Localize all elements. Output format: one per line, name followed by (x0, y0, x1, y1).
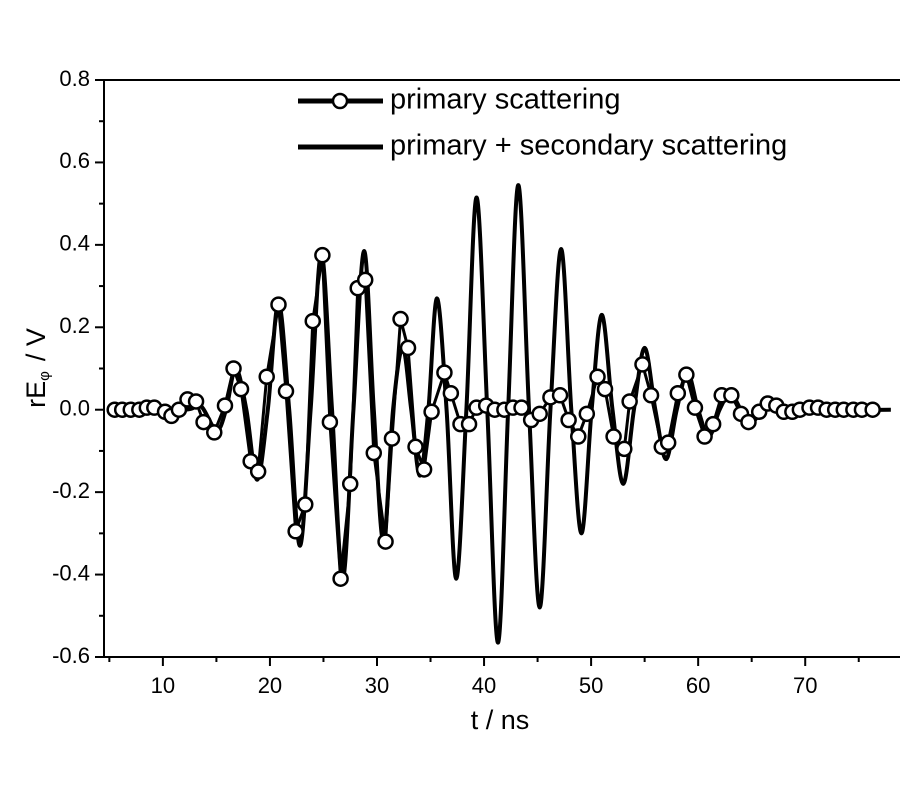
data-point (392, 310, 409, 328)
data-point (407, 438, 424, 456)
plot-area (106, 183, 891, 645)
legend-label: primary scattering (390, 84, 620, 116)
x-tick-label: 30 (365, 673, 389, 698)
y-tick-label: 0.2 (59, 313, 90, 338)
data-point (686, 399, 704, 416)
data-point (399, 339, 417, 357)
data-point (659, 434, 677, 451)
data-point (232, 380, 250, 398)
y-tick-label: 0.8 (59, 66, 90, 91)
data-point (377, 533, 394, 550)
x-tick-label: 10 (151, 673, 175, 698)
y-tick-label: 0.4 (59, 231, 90, 256)
data-point (304, 312, 322, 330)
data-point (206, 424, 223, 441)
data-point (740, 413, 757, 431)
data-point (321, 413, 339, 431)
data-point (621, 393, 638, 410)
x-tick-label: 40 (472, 673, 496, 698)
data-point (551, 387, 569, 404)
data-point (258, 368, 275, 385)
data-point (634, 356, 651, 373)
data-point (187, 393, 205, 410)
x-tick-label: 20 (258, 673, 282, 698)
data-point (560, 411, 577, 429)
data-point (616, 440, 633, 458)
data-point (297, 496, 314, 513)
data-point (383, 430, 401, 447)
data-point (249, 463, 267, 480)
legend-label: primary + secondary scattering (390, 130, 787, 162)
data-point (696, 428, 713, 445)
data-point (314, 246, 331, 264)
y-tick-label: -0.6 (52, 643, 90, 668)
y-tick-label: -0.2 (52, 478, 90, 503)
x-tick-label: 60 (686, 673, 710, 698)
y-tick-label: -0.4 (52, 560, 90, 585)
data-point (423, 403, 440, 421)
data-point (332, 570, 349, 587)
data-point (596, 380, 614, 398)
y-label-main: rE (21, 381, 51, 408)
y-label-sub: φ (36, 371, 53, 381)
x-axis-label: t / ns (471, 705, 530, 735)
data-point (225, 360, 242, 377)
data-point (513, 399, 530, 416)
data-point (589, 368, 606, 385)
data-point (704, 415, 722, 433)
data-point (678, 366, 695, 383)
data-point (415, 461, 433, 478)
data-point (216, 397, 234, 414)
data-point (531, 405, 548, 423)
data-point (864, 401, 881, 418)
data-point (460, 415, 478, 433)
data-point (195, 413, 212, 431)
data-point (669, 384, 687, 402)
data-point (170, 401, 188, 418)
data-point (270, 296, 287, 313)
legend-marker (331, 92, 349, 110)
data-point (442, 384, 460, 402)
data-point (287, 523, 304, 540)
y-axis-label: rEφ / V (21, 328, 53, 408)
y-tick-label: 0.6 (59, 148, 90, 173)
x-tick-label: 70 (793, 673, 817, 698)
data-point (341, 475, 359, 493)
data-point (570, 428, 587, 445)
data-point (356, 271, 374, 289)
y-tick-label: 0.0 (59, 396, 90, 421)
data-point (365, 444, 383, 462)
data-point (578, 405, 596, 423)
data-point (642, 387, 660, 404)
data-point (723, 387, 740, 404)
data-point (605, 428, 622, 445)
x-tick-label: 50 (579, 673, 603, 698)
y-label-unit: / V (21, 328, 51, 361)
data-point (436, 364, 453, 381)
data-point (277, 382, 295, 400)
